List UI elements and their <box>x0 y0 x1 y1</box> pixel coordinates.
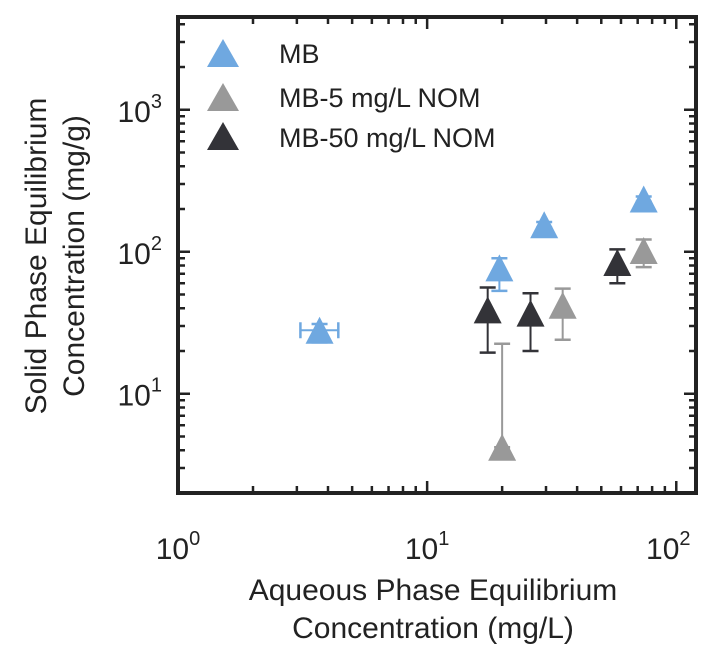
axis-ticks <box>176 17 696 495</box>
data-point <box>488 433 517 461</box>
legend-marker-mb-50-nom <box>207 122 239 150</box>
data-point <box>516 299 545 327</box>
data-point <box>530 211 559 239</box>
legend-label-mb-5-nom: MB-5 mg/L NOM <box>279 83 481 113</box>
y-tick-label: 101 <box>118 375 163 413</box>
y-axis-label-line1: Solid Phase Equilibrium <box>20 98 53 415</box>
y-tick-label: 102 <box>118 233 163 271</box>
data-point <box>305 316 334 344</box>
x-axis-label-line2: Concentration (mg/L) <box>292 612 574 645</box>
y-axis-label-line2: Concentration (mg/g) <box>58 115 91 397</box>
x-tick-label: 102 <box>646 528 691 566</box>
data-point <box>485 254 514 282</box>
data-point <box>603 249 632 277</box>
tick-labels: 100 101 102 101 102 103 <box>118 91 691 566</box>
plot-frame <box>176 15 698 495</box>
x-axis-label-line1: Aqueous Phase Equilibrium <box>249 574 618 607</box>
legend-marker-mb-5-nom <box>207 83 239 111</box>
data-point <box>548 291 577 319</box>
y-tick-label: 103 <box>118 91 163 129</box>
data-point <box>473 296 502 324</box>
x-tick-label: 101 <box>405 528 450 566</box>
legend-label-mb: MB <box>279 39 320 69</box>
data-point <box>629 185 658 213</box>
legend: MB MB-5 mg/L NOM MB-50 mg/L NOM <box>207 39 496 153</box>
legend-marker-mb <box>207 39 239 67</box>
legend-label-mb-50-nom: MB-50 mg/L NOM <box>279 123 496 153</box>
x-tick-label: 100 <box>156 528 201 566</box>
data-points <box>305 185 658 461</box>
data-point <box>629 237 658 265</box>
